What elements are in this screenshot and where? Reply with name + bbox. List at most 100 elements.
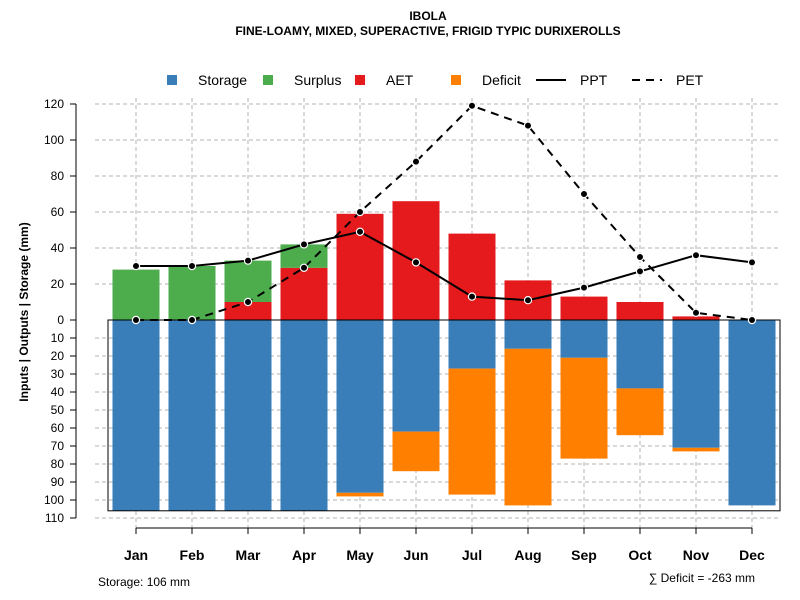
aet-bar [560, 296, 608, 320]
pet-point [355, 207, 365, 217]
pet-point [299, 263, 309, 272]
y-tick-label: 80 [51, 169, 65, 183]
bars [112, 201, 776, 511]
aet-bar [280, 267, 328, 320]
x-tick-label-sep: Sep [571, 547, 597, 563]
ppt-point [523, 296, 533, 305]
y-tick-label: 0 [57, 313, 64, 327]
pet-point [635, 252, 645, 262]
storage-frame [107, 319, 781, 512]
storage-bar [392, 320, 440, 432]
storage-bar [672, 320, 720, 448]
legend-swatch-deficit [451, 75, 461, 85]
x-tick-label-may: May [346, 547, 373, 563]
x-tick-label-mar: Mar [236, 547, 261, 563]
deficit-bar [616, 388, 664, 436]
ppt-point [691, 250, 701, 260]
storage-footer-label: Storage: 106 mm [98, 575, 190, 589]
axes: 0 20 40 60 80 100 120 10 20 30 40 50 60 70 80 90 100 110 J… [44, 97, 765, 563]
legend-label-pet: PET [676, 72, 704, 88]
x-tick-label-apr: Apr [292, 547, 317, 563]
pet-point [243, 297, 253, 307]
ppt-point [355, 227, 365, 236]
legend-swatch-surplus [263, 75, 273, 85]
ppt-point [131, 261, 141, 271]
x-tick-label-feb: Feb [180, 547, 205, 563]
x-tick-label-dec: Dec [739, 547, 765, 563]
storage-bar [448, 320, 496, 369]
x-tick-label-oct: Oct [628, 547, 652, 563]
deficit-footer-label: ∑ Deficit = -263 mm [649, 571, 755, 585]
y-tick-label: 30 [51, 367, 65, 381]
ppt-point [243, 256, 253, 265]
ppt-point [579, 283, 589, 292]
storage-bar [560, 320, 608, 358]
deficit-bar [672, 447, 720, 452]
deficit-bar [392, 431, 440, 472]
ppt-point [411, 258, 421, 267]
legend-label-aet: AET [386, 72, 414, 88]
y-axis-label: Inputs | Outputs | Storage (mm) [17, 222, 31, 401]
y-tick-label: 60 [51, 421, 65, 435]
pet-point [467, 101, 477, 111]
y-tick-label: 80 [51, 457, 65, 471]
series-lines [131, 101, 757, 325]
legend-label-deficit: Deficit [482, 72, 521, 88]
ppt-line [136, 230, 753, 302]
legend-label-storage: Storage [198, 72, 247, 88]
x-tick-label-jun: Jun [404, 547, 429, 563]
ppt-point [187, 261, 197, 271]
y-tick-label: 100 [44, 133, 64, 147]
y-tick-label: 40 [51, 241, 65, 255]
y-tick-label: 90 [51, 475, 65, 489]
storage-bar [336, 320, 384, 493]
storage-bar [112, 320, 160, 511]
surplus-bar [168, 266, 216, 320]
x-tick-label-aug: Aug [514, 547, 541, 563]
y-tick-label: 20 [51, 277, 65, 291]
deficit-bar [560, 357, 608, 459]
y-tick-label: 50 [51, 403, 65, 417]
pet-point [579, 189, 589, 199]
chart-subtitle: FINE-LOAMY, MIXED, SUPERACTIVE, FRIGID T… [235, 24, 620, 38]
surplus-bar [112, 269, 160, 320]
storage-bar [224, 320, 272, 511]
x-tick-label-jan: Jan [124, 547, 148, 563]
surplus-bar [224, 260, 272, 302]
aet-bar [448, 233, 496, 320]
legend-swatch-aet [355, 75, 365, 85]
x-tick-label-nov: Nov [683, 547, 710, 563]
y-tick-label: 40 [51, 385, 65, 399]
legend-swatch-storage [167, 75, 177, 85]
storage-bar [504, 320, 552, 349]
y-tick-label: 110 [45, 511, 64, 525]
surplus-bar [280, 244, 328, 268]
ppt-point [299, 240, 309, 249]
pet-point [131, 315, 141, 325]
ppt-point [747, 258, 757, 267]
y-tick-label: 60 [51, 205, 65, 219]
ppt-point [635, 267, 645, 276]
y-tick-label: 10 [51, 331, 65, 345]
pet-point [411, 157, 421, 166]
y-tick-label: 120 [44, 97, 64, 111]
deficit-bar [448, 368, 496, 495]
pet-point [187, 315, 197, 325]
aet-bar [672, 316, 720, 320]
storage-bar [728, 320, 776, 506]
storage-bar [280, 320, 328, 511]
x-tick-label-jul: Jul [462, 547, 482, 563]
storage-bar [168, 320, 216, 511]
y-tick-label: 20 [51, 349, 65, 363]
pet-point [691, 308, 701, 317]
pet-point [747, 315, 757, 325]
deficit-bar [336, 492, 384, 497]
pet-line [136, 104, 753, 321]
legend-label-ppt: PPT [580, 72, 608, 88]
legend-label-surplus: Surplus [294, 72, 341, 88]
pet-point [523, 121, 533, 130]
y-tick-label: 100 [44, 493, 64, 507]
storage-bar [616, 320, 664, 389]
ppt-point [467, 292, 477, 301]
aet-bar [616, 302, 664, 320]
